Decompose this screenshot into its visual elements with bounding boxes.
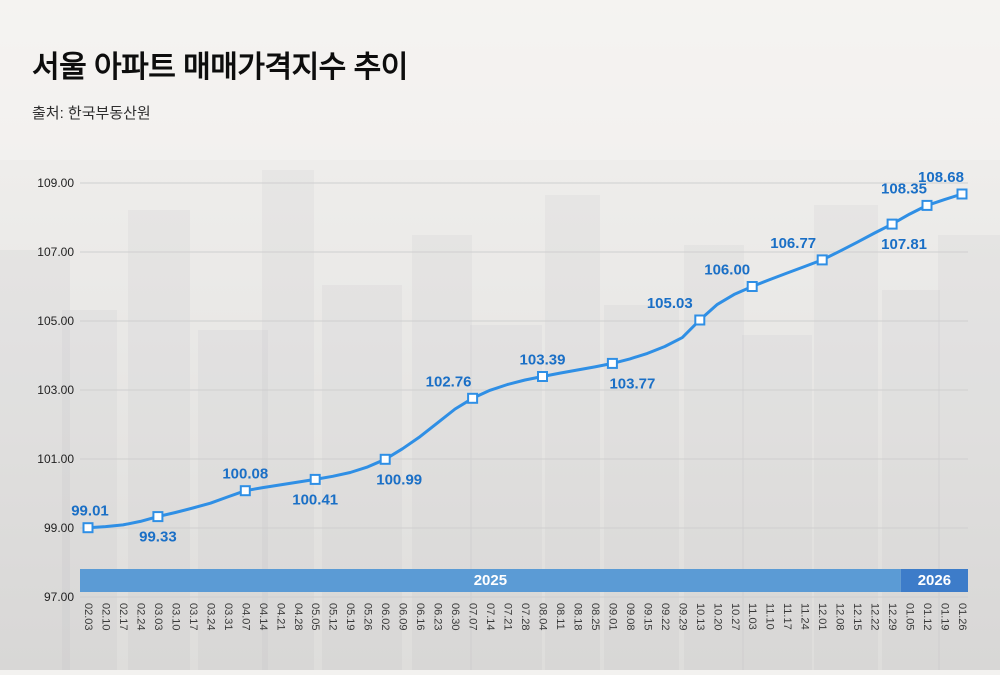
x-axis-tick-label: 10.27 bbox=[729, 603, 741, 631]
y-axis-tick-label: 99.00 bbox=[44, 521, 74, 535]
x-axis-tick-label: 02.17 bbox=[117, 603, 129, 631]
x-axis-tick-label: 12.22 bbox=[869, 603, 881, 631]
y-axis-tick-label: 103.00 bbox=[37, 383, 74, 397]
data-point-marker bbox=[816, 254, 828, 266]
x-axis-tick-label: 03.03 bbox=[152, 603, 164, 631]
page-title: 서울 아파트 매매가격지수 추이 bbox=[32, 51, 408, 84]
x-axis-tick-label: 05.26 bbox=[362, 603, 374, 631]
x-axis-tick-label: 09.01 bbox=[606, 603, 618, 631]
x-axis-tick-label: 12.15 bbox=[851, 603, 863, 631]
x-axis-tick-label: 11.17 bbox=[781, 603, 793, 630]
x-axis-tick-label: 03.10 bbox=[169, 603, 181, 631]
data-point-label: 100.41 bbox=[292, 491, 338, 508]
data-point-label: 100.99 bbox=[376, 471, 422, 488]
x-axis-tick-label: 02.24 bbox=[134, 603, 146, 631]
x-axis-tick-label: 03.31 bbox=[222, 603, 234, 631]
x-axis-tick-label: 09.15 bbox=[641, 603, 653, 631]
chart-header: 서울 아파트 매매가격지수 추이 출처: 한국부동산원 bbox=[32, 42, 408, 123]
x-axis-tick-label: 10.20 bbox=[711, 603, 723, 631]
x-axis-tick-label: 03.17 bbox=[187, 603, 199, 631]
x-axis-tick-label: 12.29 bbox=[886, 603, 898, 631]
data-point-marker bbox=[309, 473, 321, 485]
data-point-marker bbox=[82, 522, 94, 534]
data-point-marker bbox=[379, 453, 391, 465]
data-point-label: 100.08 bbox=[222, 466, 268, 483]
data-point-label: 108.35 bbox=[881, 180, 927, 197]
x-axis-tick-label: 01.19 bbox=[939, 603, 951, 631]
x-axis-tick-label: 04.07 bbox=[239, 603, 251, 631]
x-axis-tick-label: 12.08 bbox=[834, 603, 846, 631]
data-point-label: 99.33 bbox=[139, 529, 177, 546]
data-point-label: 102.76 bbox=[426, 373, 472, 390]
x-axis-tick-label: 08.11 bbox=[554, 603, 566, 630]
x-axis-tick-label: 07.21 bbox=[502, 603, 514, 631]
x-axis-tick-label: 09.08 bbox=[624, 603, 636, 631]
data-point-marker bbox=[886, 218, 898, 230]
x-axis-tick-label: 07.07 bbox=[467, 603, 479, 631]
x-axis-tick-label: 11.03 bbox=[746, 603, 758, 630]
year-band bbox=[900, 569, 968, 592]
data-point-marker bbox=[694, 314, 706, 326]
data-point-label: 106.77 bbox=[770, 235, 816, 252]
data-point-marker bbox=[467, 392, 479, 404]
y-axis-tick-label: 109.00 bbox=[37, 176, 74, 190]
index-line bbox=[86, 192, 964, 530]
data-point-marker bbox=[956, 188, 968, 200]
x-axis-tick-label: 06.16 bbox=[414, 603, 426, 631]
year-band bbox=[80, 569, 901, 592]
x-axis-tick-label: 05.12 bbox=[327, 603, 339, 631]
x-axis-tick-label: 04.21 bbox=[274, 603, 286, 631]
y-axis-tick-label: 97.00 bbox=[44, 590, 74, 604]
data-point-marker bbox=[537, 371, 548, 382]
x-axis-tick-label: 03.24 bbox=[204, 603, 216, 631]
data-point-label: 106.00 bbox=[704, 262, 750, 279]
x-axis-tick-label: 07.28 bbox=[519, 603, 531, 631]
x-axis-tick-label: 11.24 bbox=[799, 603, 811, 630]
x-axis-tick-label: 10.13 bbox=[694, 603, 706, 631]
x-axis-tick-label: 09.22 bbox=[659, 603, 671, 631]
x-axis-tick-label: 11.10 bbox=[764, 603, 776, 630]
source-label: 출처: 한국부동산원 bbox=[32, 105, 151, 122]
x-axis-tick-label: 01.12 bbox=[921, 603, 933, 631]
data-point-marker bbox=[921, 199, 933, 211]
data-point-label: 105.03 bbox=[647, 295, 693, 312]
data-point-marker bbox=[606, 357, 618, 369]
x-axis-tick-label: 05.19 bbox=[344, 603, 356, 631]
x-axis-tick-label: 04.14 bbox=[257, 603, 269, 631]
x-axis-tick-label: 04.28 bbox=[292, 603, 304, 631]
x-axis-tick-label: 08.18 bbox=[571, 603, 583, 631]
y-axis-tick-label: 107.00 bbox=[37, 245, 74, 259]
data-point-label: 108.68 bbox=[918, 169, 964, 186]
x-axis-tick-label: 12.01 bbox=[816, 603, 828, 631]
data-point-label: 99.01 bbox=[71, 503, 109, 520]
x-axis-tick-label: 02.10 bbox=[100, 603, 112, 631]
x-axis-tick-label: 06.09 bbox=[397, 603, 409, 631]
x-axis-tick-label: 05.05 bbox=[309, 603, 321, 631]
x-axis-tick-label: 06.02 bbox=[379, 603, 391, 631]
x-axis-tick-label: 06.30 bbox=[449, 603, 461, 631]
data-point-label: 107.81 bbox=[881, 236, 927, 253]
y-axis-tick-label: 105.00 bbox=[37, 314, 74, 328]
data-point-label: 103.77 bbox=[609, 375, 655, 392]
data-point-marker bbox=[239, 485, 251, 497]
y-axis-tick-label: 101.00 bbox=[37, 452, 74, 466]
x-axis-tick-label: 08.25 bbox=[589, 603, 601, 631]
data-point-marker bbox=[152, 511, 164, 523]
x-axis-tick-label: 01.26 bbox=[956, 603, 968, 631]
data-point-label: 103.39 bbox=[520, 352, 566, 369]
x-axis-tick-label: 07.14 bbox=[484, 603, 496, 631]
x-axis-tick-label: 09.29 bbox=[676, 603, 688, 631]
price-index-line-chart: 97.00 99.00 101.00 103.00 105.00 107.00 109.00… bbox=[37, 169, 968, 631]
x-axis-tick-label: 08.04 bbox=[537, 603, 549, 631]
data-point-marker bbox=[746, 281, 758, 292]
year-band-label: 2026 bbox=[918, 572, 951, 589]
year-band-label: 2025 bbox=[474, 572, 507, 589]
x-axis-tick-label: 02.03 bbox=[82, 603, 94, 631]
x-axis-tick-label: 01.05 bbox=[904, 603, 916, 631]
x-axis-tick-label: 06.23 bbox=[432, 603, 444, 631]
